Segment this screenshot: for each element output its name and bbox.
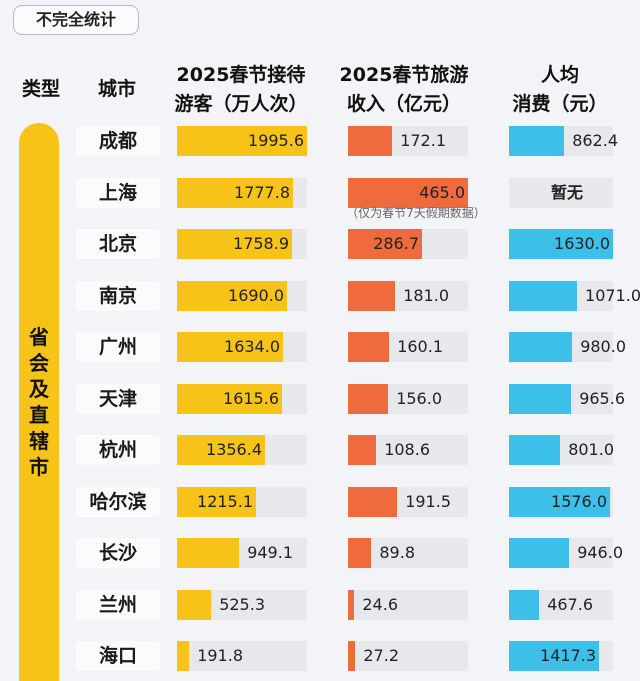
value-label: 286.7 bbox=[373, 234, 419, 253]
value-label: 1690.0 bbox=[228, 286, 284, 305]
value-label: 181.0 bbox=[403, 286, 449, 305]
city-label: 成都 bbox=[76, 126, 160, 156]
bar bbox=[348, 281, 395, 311]
value-label: 465.0 bbox=[419, 183, 465, 202]
bar bbox=[348, 126, 392, 156]
bar bbox=[177, 126, 307, 156]
value-label: 160.1 bbox=[397, 337, 443, 356]
header-city: 城市 bbox=[97, 78, 136, 100]
bar bbox=[177, 332, 283, 362]
bar bbox=[348, 384, 388, 414]
bar bbox=[509, 538, 569, 568]
bar-track bbox=[348, 590, 468, 620]
bar bbox=[177, 229, 292, 259]
value-label: 27.2 bbox=[363, 646, 399, 665]
value-label: 108.6 bbox=[384, 440, 430, 459]
bar bbox=[509, 126, 564, 156]
bar bbox=[177, 178, 293, 208]
header-percap-line2: 消费（元） bbox=[512, 93, 608, 115]
value-label: 1615.6 bbox=[223, 389, 279, 408]
bar bbox=[509, 281, 577, 311]
city-label: 兰州 bbox=[76, 590, 160, 620]
bar bbox=[177, 435, 265, 465]
bar bbox=[348, 435, 376, 465]
value-label: 1634.0 bbox=[224, 337, 280, 356]
bar-track bbox=[177, 641, 307, 671]
bar bbox=[509, 590, 539, 620]
bar bbox=[348, 590, 354, 620]
bar bbox=[348, 487, 397, 517]
bar-track bbox=[509, 178, 613, 208]
value-label: 862.4 bbox=[572, 131, 618, 150]
value-label: 156.0 bbox=[396, 389, 442, 408]
category-bar: 省会及直辖市 bbox=[19, 123, 59, 681]
header-percap-line1: 人均 bbox=[540, 64, 579, 86]
bar bbox=[177, 641, 189, 671]
bar bbox=[348, 229, 422, 259]
city-label: 杭州 bbox=[76, 435, 160, 465]
value-label: 1630.0 bbox=[554, 234, 610, 253]
value-label: 1995.6 bbox=[248, 131, 304, 150]
header-visitors-line2: 游客（万人次） bbox=[174, 93, 308, 115]
city-label: 南京 bbox=[76, 281, 160, 311]
city-label: 哈尔滨 bbox=[76, 487, 160, 517]
value-label: 1356.4 bbox=[206, 440, 262, 459]
city-label: 天津 bbox=[76, 384, 160, 414]
bar bbox=[509, 332, 572, 362]
bar bbox=[177, 281, 287, 311]
scope-tag: 不完全统计 bbox=[13, 5, 139, 35]
value-label: 1215.1 bbox=[197, 492, 253, 511]
bar bbox=[509, 384, 571, 414]
value-label: 1758.9 bbox=[233, 234, 289, 253]
value-label: 1417.3 bbox=[540, 646, 596, 665]
value-label: 980.0 bbox=[580, 337, 626, 356]
bar bbox=[348, 178, 468, 208]
value-label: 暂无 bbox=[551, 183, 584, 202]
city-label: 北京 bbox=[76, 229, 160, 259]
bar-track bbox=[348, 641, 468, 671]
value-label: 1576.0 bbox=[551, 492, 607, 511]
bar bbox=[348, 538, 371, 568]
city-label: 广州 bbox=[76, 332, 160, 362]
bar bbox=[509, 229, 613, 259]
bar bbox=[509, 641, 599, 671]
category-label: 省会及直辖市 bbox=[29, 325, 49, 479]
value-label: 24.6 bbox=[362, 595, 398, 614]
header-income-line1: 2025春节旅游 bbox=[339, 64, 469, 86]
bar bbox=[177, 487, 256, 517]
value-label: 191.8 bbox=[197, 646, 243, 665]
shanghai-income-note: （仅为春节7天假期数据） bbox=[346, 206, 486, 220]
bar bbox=[177, 590, 211, 620]
value-label: 525.3 bbox=[219, 595, 265, 614]
value-label: 965.6 bbox=[579, 389, 625, 408]
header-type: 类型 bbox=[21, 78, 60, 100]
header-income-line2: 收入（亿元） bbox=[346, 93, 461, 115]
value-label: 801.0 bbox=[568, 440, 614, 459]
city-label: 海口 bbox=[76, 641, 160, 671]
value-label: 89.8 bbox=[379, 543, 415, 562]
city-label: 上海 bbox=[76, 178, 160, 208]
value-label: 172.1 bbox=[400, 131, 446, 150]
bar bbox=[509, 487, 610, 517]
value-label: 949.1 bbox=[247, 543, 293, 562]
value-label: 1777.8 bbox=[234, 183, 290, 202]
bar bbox=[509, 435, 560, 465]
bar bbox=[348, 641, 355, 671]
value-label: 946.0 bbox=[577, 543, 623, 562]
bar bbox=[348, 332, 389, 362]
header-visitors-line1: 2025春节接待 bbox=[176, 64, 306, 86]
city-label: 长沙 bbox=[76, 538, 160, 568]
value-label: 191.5 bbox=[405, 492, 451, 511]
value-label: 1071.0 bbox=[585, 286, 640, 305]
bar bbox=[177, 384, 282, 414]
value-label: 467.6 bbox=[547, 595, 593, 614]
bar bbox=[177, 538, 239, 568]
